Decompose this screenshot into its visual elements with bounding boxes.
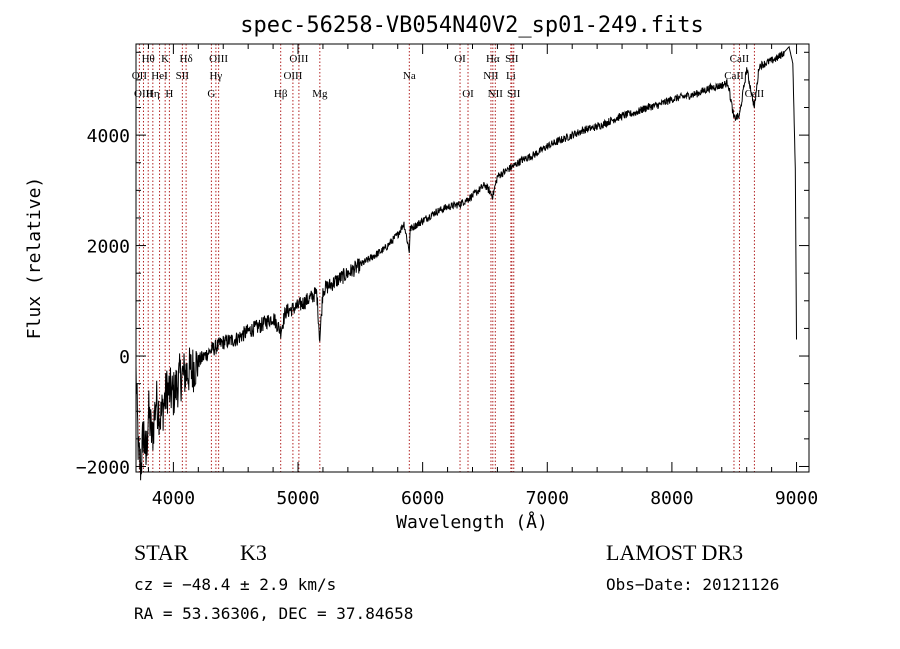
- line-label: SII: [507, 88, 521, 100]
- x-tick-label: 7000: [526, 488, 569, 509]
- line-label: SII: [176, 70, 190, 82]
- x-tick-label: 5000: [276, 488, 319, 509]
- line-label: Hδ: [180, 53, 193, 65]
- line-label: NII: [488, 88, 504, 100]
- x-axis-label: Wavelength (Å): [396, 511, 548, 533]
- line-label: CaII: [730, 53, 750, 65]
- y-tick-label: 4000: [87, 126, 130, 147]
- line-label: SII: [505, 53, 519, 65]
- line-markers: [138, 44, 755, 472]
- line-label: Hη: [146, 88, 160, 100]
- line-label: Na: [403, 70, 416, 82]
- redshift-cz: cz = −48.4 ± 2.9 km/s: [134, 575, 336, 594]
- line-label: Hγ: [209, 70, 222, 82]
- line-label: CaII: [745, 88, 765, 100]
- object-subclass: K3: [240, 540, 267, 565]
- line-label: OI: [454, 53, 466, 65]
- x-axis: 4000 5000 6000 7000 8000 9000: [147, 44, 818, 509]
- ra-dec: RA = 53.36306, DEC = 37.84658: [134, 604, 413, 623]
- line-label: Hα: [486, 53, 500, 65]
- line-label: G: [207, 88, 215, 100]
- line-label: OIII: [134, 88, 153, 100]
- line-label: Hβ: [274, 88, 288, 100]
- line-label: Hθ: [142, 53, 155, 65]
- line-label: K: [161, 53, 169, 65]
- y-tick-label: −2000: [76, 457, 130, 478]
- object-class: STAR: [134, 540, 189, 565]
- line-labels: OIIOIIIHθHηHeIKHSIIHδGHγOIIIHβOIIIOIIIMg…: [132, 53, 765, 100]
- plot-frame: [135, 43, 810, 473]
- line-label: OIII: [289, 53, 308, 65]
- x-tick-label: 9000: [775, 488, 818, 509]
- line-label: OIII: [209, 53, 228, 65]
- obs-date: Obs−Date: 20121126: [606, 575, 779, 594]
- spectrum-series-line: [135, 45, 797, 481]
- line-label: H: [165, 88, 173, 100]
- line-label: NII: [483, 70, 499, 82]
- line-label: OI: [462, 88, 474, 100]
- line-label: HeI: [151, 70, 168, 82]
- x-tick-label: 8000: [650, 488, 693, 509]
- chart-title: spec-56258-VB054N40V2_sp01-249.fits: [240, 13, 704, 38]
- x-tick-label: 6000: [401, 488, 444, 509]
- line-label: Mg: [312, 88, 328, 100]
- y-tick-label: 2000: [87, 237, 130, 258]
- y-tick-label: 0: [119, 347, 130, 368]
- line-label: OIII: [283, 70, 302, 82]
- survey-name: LAMOST DR3: [606, 540, 743, 565]
- line-label: CaII: [724, 70, 744, 82]
- y-axis-label: Flux (relative): [24, 177, 45, 340]
- y-axis: −2000 0 2000 4000: [76, 51, 809, 478]
- line-label: Li: [506, 70, 516, 82]
- x-tick-label: 4000: [152, 488, 195, 509]
